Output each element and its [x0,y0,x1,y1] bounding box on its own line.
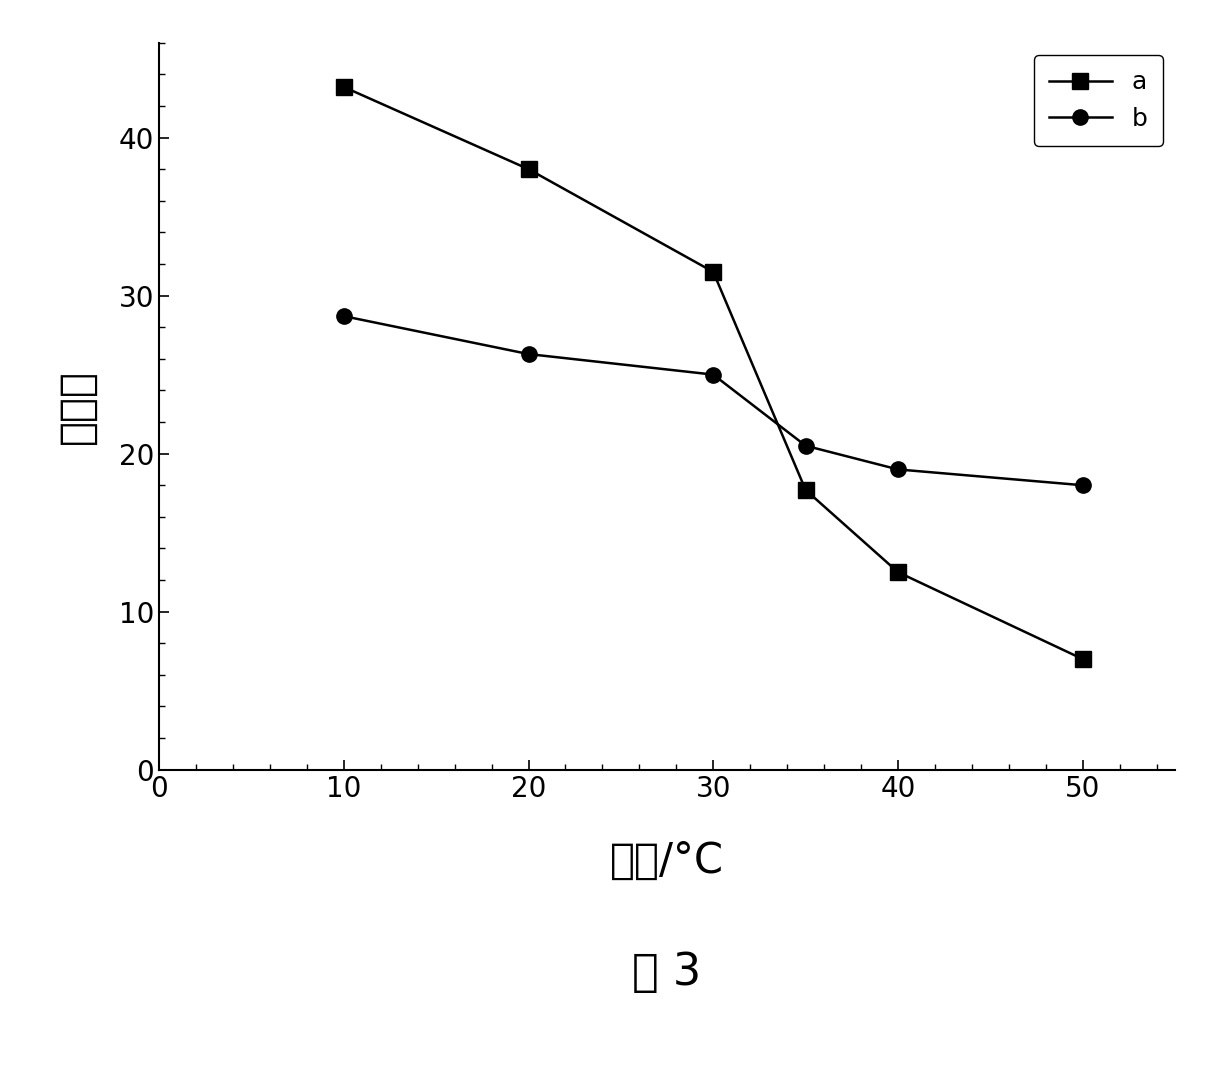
b [798,439,813,452]
b [337,310,351,323]
Text: 温度/°C: 温度/°C [610,839,725,882]
Text: 图 3: 图 3 [633,951,701,994]
a [521,162,536,175]
Line: b: b [337,309,1091,493]
b [521,347,536,360]
b [891,463,906,476]
b [1076,479,1091,492]
a [891,566,906,578]
a [706,265,721,278]
a [337,80,351,93]
Y-axis label: 溶胀比: 溶胀比 [56,369,98,444]
Line: a: a [337,79,1091,667]
a [798,483,813,496]
b [706,368,721,381]
Legend: a, b: a, b [1034,56,1163,145]
a [1076,653,1091,666]
